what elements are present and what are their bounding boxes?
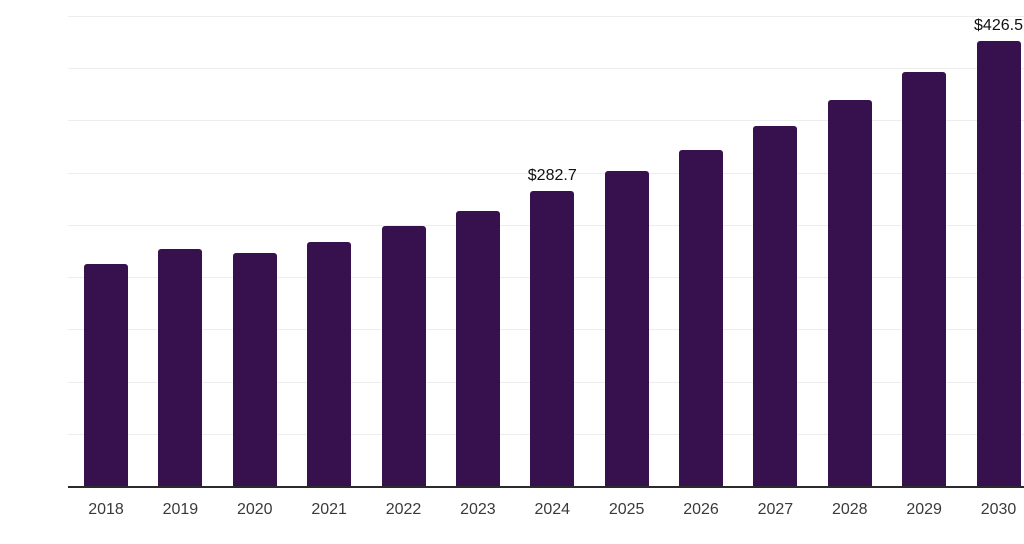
gridline [68,120,1024,121]
bar-2022 [382,226,426,486]
bar-2018 [84,264,128,486]
x-tick-label-2030: 2030 [959,500,1024,519]
bar-2026 [679,150,723,486]
bar-2029 [902,72,946,486]
bar-2019 [158,249,202,486]
value-label-2030: $426.5 [949,16,1024,35]
x-tick-label-2029: 2029 [884,500,964,519]
x-tick-label-2028: 2028 [810,500,890,519]
gridline [68,68,1024,69]
bar-2027 [753,126,797,486]
x-tick-label-2027: 2027 [735,500,815,519]
bar-2020 [233,253,277,486]
bar-2030 [977,41,1021,486]
x-tick-label-2023: 2023 [438,500,518,519]
x-tick-label-2025: 2025 [587,500,667,519]
value-label-2024: $282.7 [502,166,602,185]
x-tick-label-2020: 2020 [215,500,295,519]
plot-area: $282.7 $426.5 [68,16,1024,486]
bar-2025 [605,171,649,486]
bar-2023 [456,211,500,486]
x-tick-label-2019: 2019 [140,500,220,519]
x-tick-label-2026: 2026 [661,500,741,519]
x-tick-label-2024: 2024 [512,500,592,519]
bar-2021 [307,242,351,486]
x-tick-label-2021: 2021 [289,500,369,519]
x-tick-label-2022: 2022 [364,500,444,519]
gridline [68,16,1024,17]
bar-2028 [828,100,872,486]
x-tick-label-2018: 2018 [66,500,146,519]
bar-2024 [530,191,574,486]
x-axis-line [68,486,1024,488]
